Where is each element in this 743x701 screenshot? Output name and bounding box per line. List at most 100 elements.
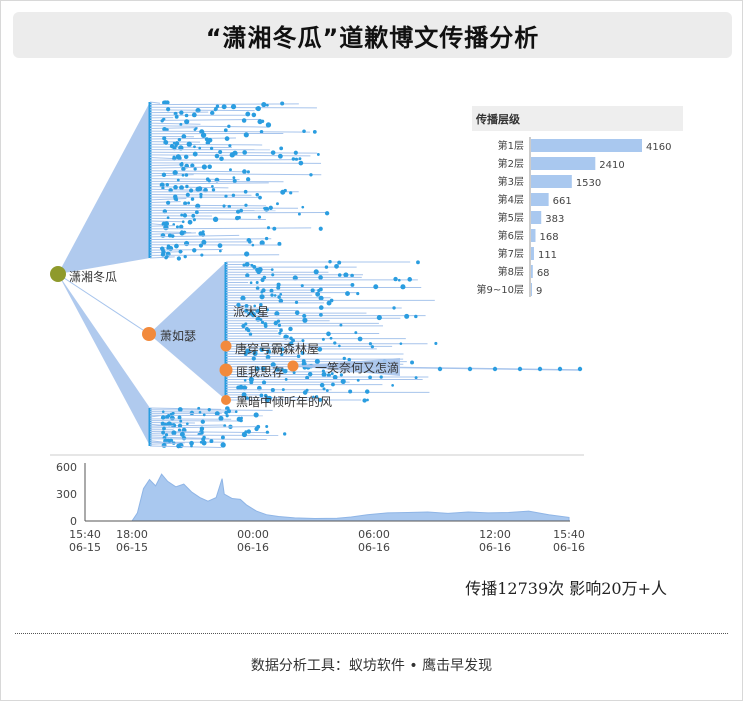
tree-node	[192, 218, 196, 222]
tree-node	[318, 295, 324, 301]
tree-node	[254, 426, 259, 432]
tree-node	[183, 201, 188, 206]
tree-node	[400, 284, 406, 290]
tree-node	[197, 406, 201, 410]
tree-edge	[149, 445, 222, 448]
tree-node	[243, 132, 249, 138]
tree-node	[319, 313, 323, 317]
tree-node	[246, 429, 252, 434]
tree-node	[246, 177, 251, 182]
tree-node	[180, 213, 184, 217]
tree-node	[179, 162, 184, 167]
tree-node	[246, 328, 251, 333]
tree-node	[277, 295, 281, 299]
tree-node	[294, 157, 299, 161]
tree-node	[184, 173, 189, 177]
tree-node	[260, 277, 265, 283]
tree-edge	[149, 204, 267, 207]
tree-node	[187, 219, 193, 225]
tree-node	[201, 440, 207, 446]
tree-node	[166, 107, 171, 112]
tree-node	[342, 356, 346, 361]
tree-node	[225, 414, 229, 418]
tree-node	[270, 268, 274, 272]
tree-node	[193, 128, 197, 131]
tree-node	[212, 216, 219, 223]
tree-node	[294, 310, 300, 316]
tree-node	[181, 435, 187, 441]
layer-bar	[531, 175, 572, 188]
tree-node	[391, 384, 394, 387]
tree-node	[192, 151, 198, 157]
tree-node	[312, 395, 315, 399]
tree-node	[165, 255, 169, 259]
tree-node	[324, 265, 329, 269]
tree-edge	[149, 440, 162, 443]
tree-node	[215, 104, 220, 108]
layer-value: 661	[553, 196, 572, 207]
tree-node	[255, 281, 259, 285]
tree-node	[379, 375, 383, 379]
tree-node	[176, 178, 180, 182]
tree-node	[241, 323, 246, 329]
tree-edge	[149, 109, 255, 112]
tree-edge	[149, 130, 311, 133]
tree-node	[340, 378, 346, 385]
tree-edge	[149, 127, 198, 129]
tree-node	[224, 194, 228, 198]
tree-node	[265, 430, 269, 434]
tree-node	[334, 263, 339, 269]
tree-node	[356, 292, 360, 296]
tree-node	[181, 220, 185, 224]
tree-node	[245, 111, 251, 117]
tree-node	[266, 226, 271, 230]
tree-node	[252, 264, 257, 269]
tree-node	[313, 269, 319, 275]
tree-edge	[149, 122, 201, 125]
tree-node	[368, 375, 372, 380]
tree-node	[337, 273, 342, 277]
tree-node	[244, 203, 248, 207]
tree-node	[242, 169, 247, 174]
tree-node	[240, 295, 246, 301]
tree-node	[577, 366, 583, 372]
key-user-label-6: 黑暗中倾听年的风	[236, 395, 333, 409]
tree-node	[221, 104, 227, 110]
tree-node	[179, 419, 183, 423]
layer-value: 168	[539, 232, 558, 243]
root-node-label: 潇湘冬瓜	[69, 270, 118, 284]
tree-node	[350, 273, 354, 278]
tree-node	[274, 311, 280, 317]
timeline-x-tick-time: 12:00	[479, 528, 511, 541]
tree-node	[259, 347, 265, 353]
tree-node	[217, 243, 223, 248]
tree-edge	[149, 431, 205, 434]
tree-node	[177, 407, 183, 412]
timeline-y-tick: 300	[56, 488, 77, 501]
layer-bar	[531, 157, 596, 170]
timeline-x-tick-time: 15:40	[553, 528, 585, 541]
tree-node	[193, 145, 196, 149]
tree-node	[189, 440, 194, 446]
tree-node	[183, 255, 187, 259]
tree-edge	[149, 178, 240, 181]
layer-bar	[531, 139, 642, 152]
tree-edge	[149, 415, 161, 418]
tree-node	[260, 290, 264, 294]
tree-node	[202, 413, 206, 417]
tree-node	[186, 422, 189, 426]
tree-node	[277, 241, 282, 246]
tree-node	[265, 103, 269, 107]
layer-label: 第7层	[498, 247, 524, 260]
tree-node	[259, 318, 263, 322]
tree-node	[179, 122, 183, 126]
tree-node	[321, 372, 327, 377]
tree-node	[243, 378, 247, 382]
tree-node	[198, 243, 204, 248]
tree-node	[310, 288, 315, 293]
tree-edge	[149, 234, 240, 238]
tree-node	[399, 342, 403, 345]
tree-node	[245, 273, 250, 278]
tree-node	[236, 209, 241, 214]
